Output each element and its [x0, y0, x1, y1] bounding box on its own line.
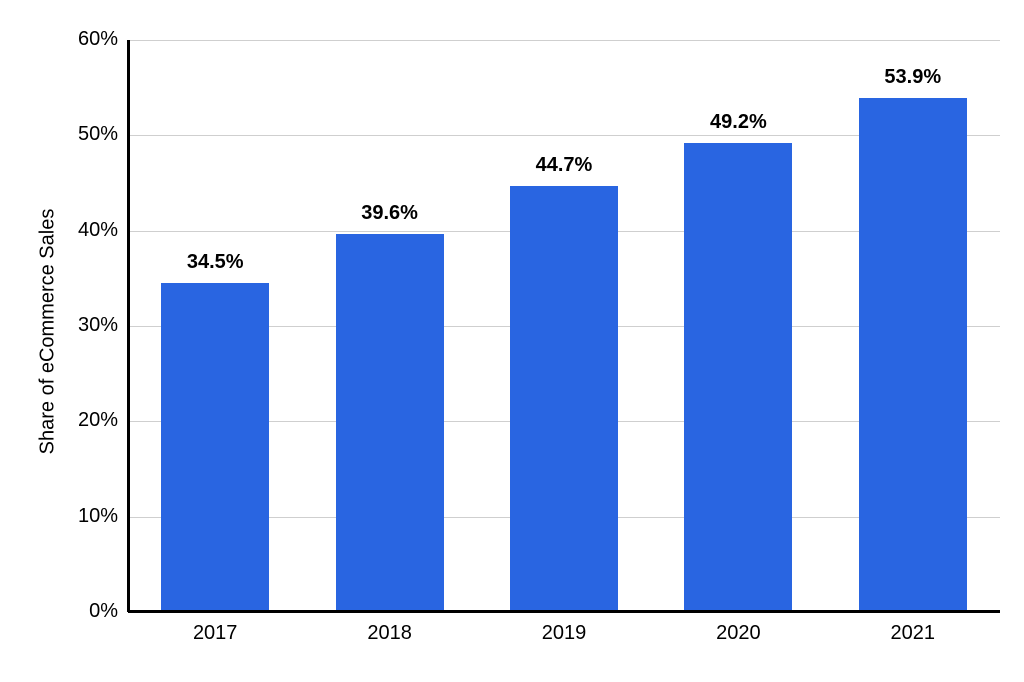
data-label: 39.6%: [302, 202, 476, 225]
x-tick-label: 2018: [302, 622, 476, 645]
gridline: [128, 40, 1000, 41]
bar: [859, 98, 967, 612]
x-tick-label: 2019: [477, 622, 651, 645]
data-label: 44.7%: [477, 154, 651, 177]
bar: [336, 234, 444, 612]
y-axis-label: Share of eCommerce Sales: [36, 209, 59, 455]
y-tick-label: 60%: [58, 28, 118, 51]
y-tick-label: 10%: [58, 505, 118, 528]
y-axis-line: [127, 40, 130, 612]
chart-container: Share of eCommerce Sales 0% 10% 20% 30% 40% 5…: [0, 0, 1024, 682]
x-tick-label: 2017: [128, 622, 302, 645]
y-tick-label: 20%: [58, 409, 118, 432]
bar: [684, 143, 792, 612]
bar: [161, 283, 269, 612]
x-tick-label: 2021: [826, 622, 1000, 645]
plot-area: [128, 40, 1000, 612]
y-tick-label: 50%: [58, 123, 118, 146]
data-label: 49.2%: [651, 111, 825, 134]
x-tick-label: 2020: [651, 622, 825, 645]
y-tick-label: 30%: [58, 314, 118, 337]
y-tick-label: 0%: [58, 600, 118, 623]
data-label: 53.9%: [826, 66, 1000, 89]
bar: [510, 186, 618, 612]
x-axis-line: [128, 610, 1000, 613]
y-tick-label: 40%: [58, 219, 118, 242]
data-label: 34.5%: [128, 251, 302, 274]
